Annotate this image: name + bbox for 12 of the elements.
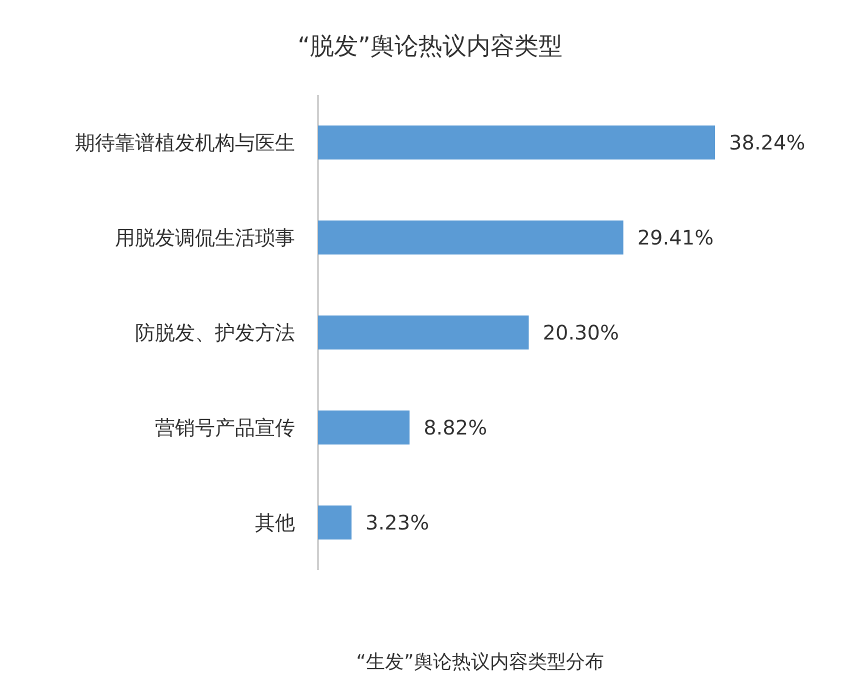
- title: “脱发”舆论热议内容类型: [298, 32, 562, 60]
- category-label: 用脱发调侃生活琐事: [115, 226, 295, 250]
- category-label: 防脱发、护发方法: [135, 320, 295, 344]
- value-label: 3.23%: [366, 510, 430, 534]
- category-label: 其他: [255, 510, 295, 534]
- category-label: 营销号产品宣传: [155, 416, 295, 440]
- annotation: “生发”舆论热议内容类型分布: [356, 651, 604, 673]
- category-label: 期待靠谱植发机构与医生: [75, 130, 295, 154]
- value-label: 29.41%: [637, 226, 714, 250]
- value-label: 38.24%: [729, 130, 806, 154]
- value-label: 8.82%: [424, 416, 488, 440]
- value-label: 20.30%: [542, 320, 620, 344]
